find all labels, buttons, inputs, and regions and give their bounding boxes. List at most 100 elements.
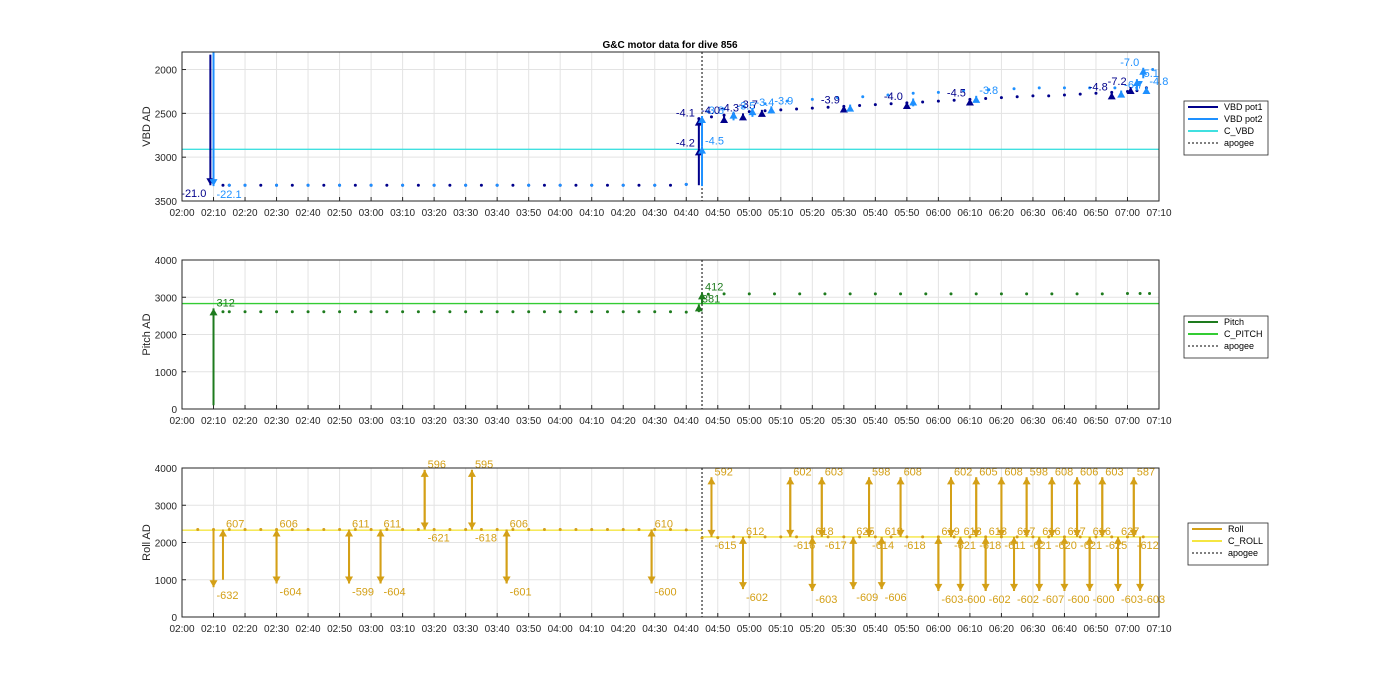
roll-xtick-label: 07:10: [1146, 624, 1171, 635]
roll-event-label: -600: [1067, 594, 1089, 606]
vbd-event-label: -7.2: [1108, 76, 1127, 88]
roll-point: [1078, 535, 1082, 539]
vbd-ytick-label: 3000: [155, 153, 178, 164]
pitch-xtick-label: 02:50: [327, 416, 352, 427]
roll-xtick-label: 06:30: [1020, 624, 1045, 635]
pitch-xtick-label: 03:50: [516, 416, 541, 427]
vbd-point: [936, 90, 940, 94]
pitch-xtick-label: 03:40: [485, 416, 510, 427]
pitch-xtick-label: 02:00: [169, 416, 194, 427]
pitch-xtick-label: 02:20: [233, 416, 258, 427]
pitch-point: [369, 310, 373, 314]
roll-point: [1110, 535, 1114, 539]
roll-event-arrowhead: [1010, 536, 1019, 544]
roll-ytick-label: 4000: [155, 464, 178, 475]
roll-event-label: -621: [428, 532, 450, 544]
roll-point: [968, 535, 972, 539]
vbd-point: [921, 100, 925, 104]
roll-event-label: -602: [989, 594, 1011, 606]
vbd-point: [709, 115, 713, 119]
pitch-point: [322, 310, 326, 314]
roll-point: [574, 527, 578, 531]
roll-event-label: 598: [1030, 466, 1048, 478]
vbd-point: [810, 97, 814, 101]
vbd-event-label: -4.1: [676, 108, 695, 120]
pitch-point: [227, 310, 231, 314]
vbd-legend-label: VBD pot1: [1224, 102, 1263, 112]
vbd-point: [889, 102, 893, 106]
vbd-plot-area: [182, 52, 1159, 201]
vbd-point: [479, 183, 483, 187]
roll-event-label: -618: [475, 532, 497, 544]
vbd-xtick-label: 05:00: [737, 208, 762, 219]
pitch-point: [949, 292, 953, 296]
roll-point: [1015, 535, 1019, 539]
pitch-event-label: 381: [702, 293, 720, 305]
pitch-xtick-label: 06:10: [957, 416, 982, 427]
pitch-point: [605, 310, 609, 314]
roll-event-arrowhead: [1085, 536, 1094, 544]
vbd-point: [785, 99, 789, 103]
roll-event-label: -620: [1055, 540, 1077, 552]
roll-event-arrowhead: [1060, 536, 1069, 544]
pitch-xtick-label: 05:50: [894, 416, 919, 427]
vbd-point: [558, 183, 562, 187]
roll-xtick-label: 03:10: [390, 624, 415, 635]
vbd-xtick-label: 04:10: [579, 208, 604, 219]
vbd-event-arrowhead: [698, 146, 707, 154]
pitch-point: [243, 310, 247, 314]
pitch-xtick-label: 07:10: [1146, 416, 1171, 427]
vbd-event-label: -4.0: [701, 105, 720, 117]
roll-event-arrowhead: [707, 529, 716, 537]
roll-event-arrowhead: [1136, 583, 1145, 591]
roll-event-arrowhead: [997, 529, 1006, 537]
roll-point: [826, 535, 830, 539]
roll-point: [416, 527, 420, 531]
roll-event-label: 587: [1137, 466, 1155, 478]
roll-event-arrowhead: [1129, 529, 1138, 537]
vbd-xtick-label: 05:20: [800, 208, 825, 219]
pitch-point: [823, 292, 827, 296]
pitch-legend-label: Pitch: [1224, 317, 1244, 327]
vbd-event-arrowhead: [1107, 92, 1116, 100]
roll-event-label: 611: [352, 518, 370, 530]
pitch-xtick-label: 05:30: [831, 416, 856, 427]
roll-event-arrowhead: [1114, 536, 1123, 544]
roll-xtick-label: 02:00: [169, 624, 194, 635]
roll-xtick-label: 05:30: [831, 624, 856, 635]
roll-event-label: -609: [856, 592, 878, 604]
vbd-xtick-label: 03:40: [485, 208, 510, 219]
pitch-event-arrowhead: [209, 308, 218, 316]
vbd-xtick-label: 03:20: [422, 208, 447, 219]
roll-event-arrowhead: [1035, 536, 1044, 544]
vbd-point: [826, 105, 830, 109]
vbd-ytick-label: 3500: [155, 197, 178, 208]
vbd-legend-box: [1183, 100, 1269, 156]
roll-point: [1094, 535, 1098, 539]
roll-event-label: -604: [280, 586, 302, 598]
roll-event-label: -614: [872, 540, 894, 552]
roll-xtick-label: 03:40: [485, 624, 510, 635]
pitch-point: [1050, 292, 1054, 296]
vbd-xtick-label: 04:50: [705, 208, 730, 219]
roll-event-label: -621: [1080, 540, 1102, 552]
roll-xtick-label: 04:50: [705, 624, 730, 635]
pitch-point: [899, 292, 903, 296]
vbd-point: [542, 183, 546, 187]
pitch-xtick-label: 03:10: [390, 416, 415, 427]
roll-point: [448, 527, 452, 531]
vbd-legend-label: VBD pot2: [1224, 114, 1263, 124]
roll-xtick-label: 03:20: [422, 624, 447, 635]
roll-point: [401, 527, 405, 531]
pitch-point: [1138, 292, 1142, 296]
vbd-event-arrowhead: [767, 106, 776, 114]
roll-event-label: -612: [1137, 540, 1159, 552]
roll-event-label: 610: [655, 518, 673, 530]
vbd-event-arrowhead: [965, 98, 974, 106]
roll-event-arrowhead: [1047, 529, 1056, 537]
vbd-xtick-label: 05:30: [831, 208, 856, 219]
vbd-event-arrowhead: [698, 115, 707, 123]
roll-point: [369, 527, 373, 531]
roll-xtick-label: 03:50: [516, 624, 541, 635]
